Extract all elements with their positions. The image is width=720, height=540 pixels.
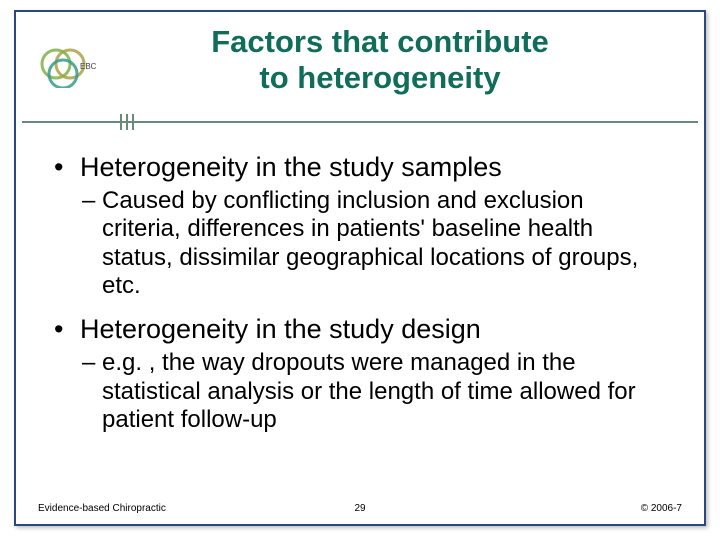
bullet-dash-icon: – bbox=[82, 349, 102, 434]
bullet-dot-icon: • bbox=[54, 314, 80, 345]
ebc-logo: EBC bbox=[34, 44, 104, 88]
slide-title: Factors that contribute to heterogeneity bbox=[16, 20, 704, 95]
bullet-text: Heterogeneity in the study samples bbox=[80, 152, 502, 183]
bullet-level2: – e.g. , the way dropouts were managed i… bbox=[82, 349, 666, 434]
divider-tick bbox=[126, 114, 128, 130]
bullet-level2: – Caused by conflicting inclusion and ex… bbox=[82, 187, 666, 300]
slide-frame: EBC Factors that contribute to heterogen… bbox=[14, 10, 706, 526]
bullet-subtext: e.g. , the way dropouts were managed in … bbox=[102, 349, 666, 434]
bullet-text: Heterogeneity in the study design bbox=[80, 314, 481, 345]
header: EBC Factors that contribute to heterogen… bbox=[16, 12, 704, 130]
bullet-subtext: Caused by conflicting inclusion and excl… bbox=[102, 187, 666, 300]
divider bbox=[22, 114, 698, 130]
footer-copyright: © 2006-7 bbox=[641, 503, 682, 514]
logo-text: EBC bbox=[80, 62, 97, 71]
divider-tick bbox=[120, 114, 122, 130]
content: • Heterogeneity in the study samples – C… bbox=[16, 130, 704, 434]
title-line-1: Factors that contribute bbox=[211, 24, 549, 59]
footer-left: Evidence-based Chiropractic bbox=[38, 503, 166, 514]
bullet-dash-icon: – bbox=[82, 187, 102, 300]
bullet-dot-icon: • bbox=[54, 152, 80, 183]
divider-line bbox=[22, 121, 698, 123]
bullet-level1: • Heterogeneity in the study samples bbox=[54, 152, 666, 183]
title-line-2: to heterogeneity bbox=[259, 60, 500, 95]
divider-tick bbox=[132, 114, 134, 130]
bullet-level1: • Heterogeneity in the study design bbox=[54, 314, 666, 345]
slide: EBC Factors that contribute to heterogen… bbox=[0, 0, 720, 540]
footer: Evidence-based Chiropractic 29 © 2006-7 bbox=[16, 503, 704, 514]
